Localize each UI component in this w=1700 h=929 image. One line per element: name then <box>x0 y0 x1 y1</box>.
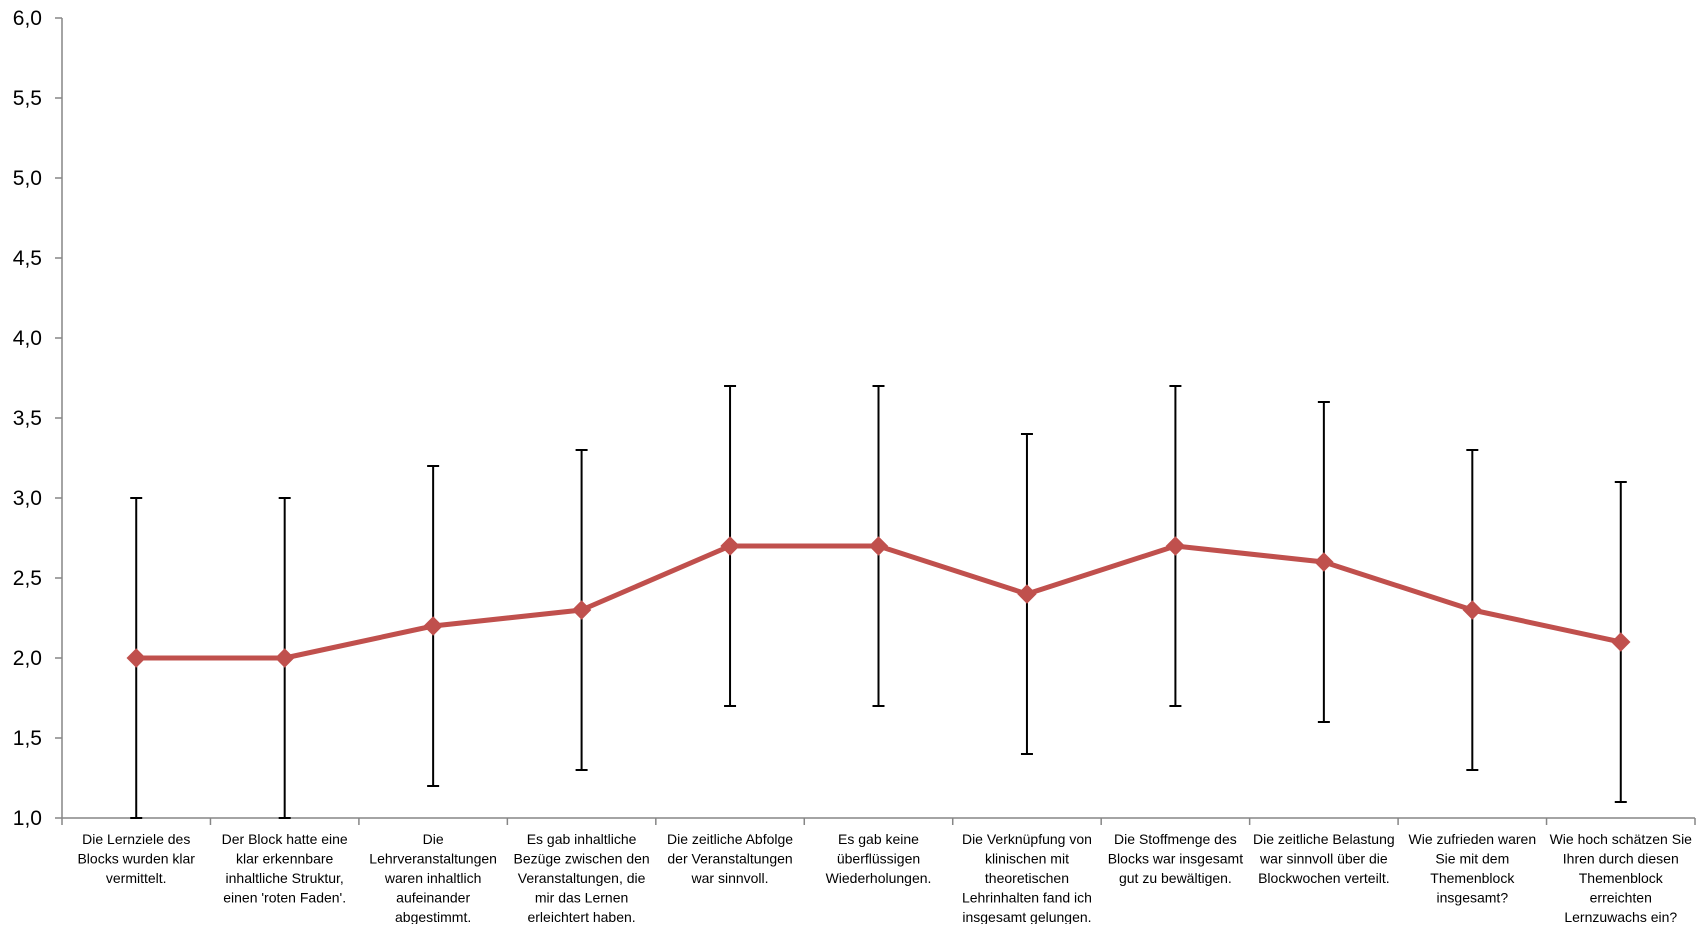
x-category-label-line: abgestimmt. <box>395 909 471 924</box>
x-category-label-line: aufeinander <box>396 890 470 906</box>
x-category-label-line: Die Verknüpfung von <box>962 831 1092 847</box>
x-category-label: Der Block hatte eine klar erkennbare inhal… <box>222 831 348 906</box>
x-category-label-line: vermittelt. <box>106 870 167 886</box>
data-point-marker <box>1017 584 1037 604</box>
x-category-label-line: Die zeitliche Belastung <box>1253 831 1395 847</box>
data-point-marker <box>1462 600 1483 620</box>
x-category-label-line: klinischen mit <box>985 851 1069 867</box>
y-tick-label: 5,5 <box>13 87 42 110</box>
x-category-label: Wie zufrieden waren Sie mit dem Themenbloc… <box>1409 831 1537 906</box>
x-category-label-line: Blocks war insgesamt <box>1108 851 1243 867</box>
x-category-label-line: waren inhaltlich <box>384 870 482 886</box>
data-point-marker <box>720 536 740 556</box>
y-tick-label: 3,0 <box>13 487 42 510</box>
x-category-label-line: war sinnvoll über die <box>1259 851 1388 867</box>
x-category-label-line: Wie hoch schätzen Sie <box>1550 831 1693 847</box>
y-tick-label: 4,0 <box>13 327 42 350</box>
x-category-label-line: Lehrveranstaltungen <box>369 851 497 867</box>
x-category-label-line: Wie zufrieden waren <box>1409 831 1537 847</box>
x-category-label-line: Es gab inhaltliche <box>527 831 637 847</box>
x-category-label-line: überflüssigen <box>837 851 920 867</box>
data-point-marker <box>1611 632 1631 652</box>
x-category-label-line: Blockwochen verteilt. <box>1258 870 1390 886</box>
y-tick-label: 1,5 <box>13 727 42 750</box>
y-tick-label: 2,0 <box>13 647 42 670</box>
x-category-label: Die zeitliche Belastung war sinnvoll über… <box>1253 831 1395 886</box>
y-tick-label: 6,0 <box>13 7 42 30</box>
x-axis <box>61 817 1696 825</box>
x-category-label: Die Lehrveranstaltungen waren inhaltlich au… <box>369 831 497 924</box>
x-category-label-line: Es gab keine <box>838 831 919 847</box>
x-category-label-line: klar erkennbare <box>236 851 333 867</box>
x-category-label-line: Sie mit dem <box>1435 851 1509 867</box>
x-category-label-line: mir das Lernen <box>535 890 628 906</box>
error-bars <box>130 385 1627 819</box>
x-category-label-line: Themenblock <box>1430 870 1515 886</box>
x-category-label-line: Lehrinhalten fand ich <box>962 890 1092 906</box>
x-category-label-line: theoretischen <box>985 870 1069 886</box>
x-category-label-line: Die Lernziele des <box>82 831 190 847</box>
y-tick-label: 2,5 <box>13 567 42 590</box>
x-category-label-line: erleichtert haben. <box>527 909 635 924</box>
x-category-label: Die zeitliche Abfolge der Veranstaltungen… <box>667 831 793 886</box>
data-point-marker <box>274 648 295 668</box>
y-tick-label: 5,0 <box>13 167 42 190</box>
x-category-label-line: Blocks wurden klar <box>77 851 195 867</box>
x-category-label-line: Ihren durch diesen <box>1563 851 1679 867</box>
x-category-label-line: Themenblock <box>1579 870 1664 886</box>
data-point-marker <box>1314 552 1334 572</box>
data-point-marker <box>1165 536 1186 556</box>
x-category-label-line: erreichten <box>1590 890 1652 906</box>
x-category-label-line: Der Block hatte eine <box>222 831 348 847</box>
x-category-label-line: Veranstaltungen, die <box>518 870 646 886</box>
x-category-label-line: Lernzuwachs ein? <box>1564 909 1677 924</box>
x-category-label-line: Bezüge zwischen den <box>513 851 649 867</box>
y-axis: 1,0 1,5 2,0 2,5 3,0 3,5 4,0 4,5 5,0 5,5 6,0 <box>13 7 63 830</box>
x-category-label: Die Lernziele des Blocks wurden klar vermi… <box>77 831 195 886</box>
data-point-marker <box>423 616 443 636</box>
x-category-label-line: insgesamt gelungen. <box>962 909 1091 924</box>
data-markers <box>126 536 1631 668</box>
x-category-label-line: war sinnvoll. <box>691 870 769 886</box>
x-category-label-line: gut zu bewältigen. <box>1119 870 1232 886</box>
y-tick-label: 3,5 <box>13 407 42 430</box>
x-category-label-line: Die Stoffmenge des <box>1114 831 1237 847</box>
x-category-label: Wie hoch schätzen Sie Ihren durch diesen T… <box>1550 831 1693 924</box>
x-category-label-line: Wiederholungen. <box>826 870 932 886</box>
x-category-label: Es gab keine überflüssigen Wiederholungen. <box>826 831 932 886</box>
x-category-label-line: Die zeitliche Abfolge <box>667 831 793 847</box>
x-category-label-line: einen 'roten Faden'. <box>223 890 346 906</box>
data-point-marker <box>868 536 889 556</box>
data-point-marker <box>571 600 592 620</box>
x-category-label: Die Verknüpfung von klinischen mit theoret… <box>962 831 1092 924</box>
x-category-label: Es gab inhaltliche Bezüge zwischen den Ver… <box>513 831 649 924</box>
x-category-label-line: Die <box>423 831 444 847</box>
x-category-label-line: der Veranstaltungen <box>667 851 792 867</box>
x-category-label-line: inhaltliche Struktur, <box>226 870 344 886</box>
x-category-label: Die Stoffmenge des Blocks war insgesamt gu… <box>1108 831 1243 886</box>
y-tick-label: 1,0 <box>13 807 42 830</box>
data-point-marker <box>126 648 146 668</box>
x-category-label-line: insgesamt? <box>1437 890 1509 906</box>
y-tick-label: 4,5 <box>13 247 42 270</box>
category-labels: Die Lernziele des Blocks wurden klar vermi… <box>77 831 1693 925</box>
